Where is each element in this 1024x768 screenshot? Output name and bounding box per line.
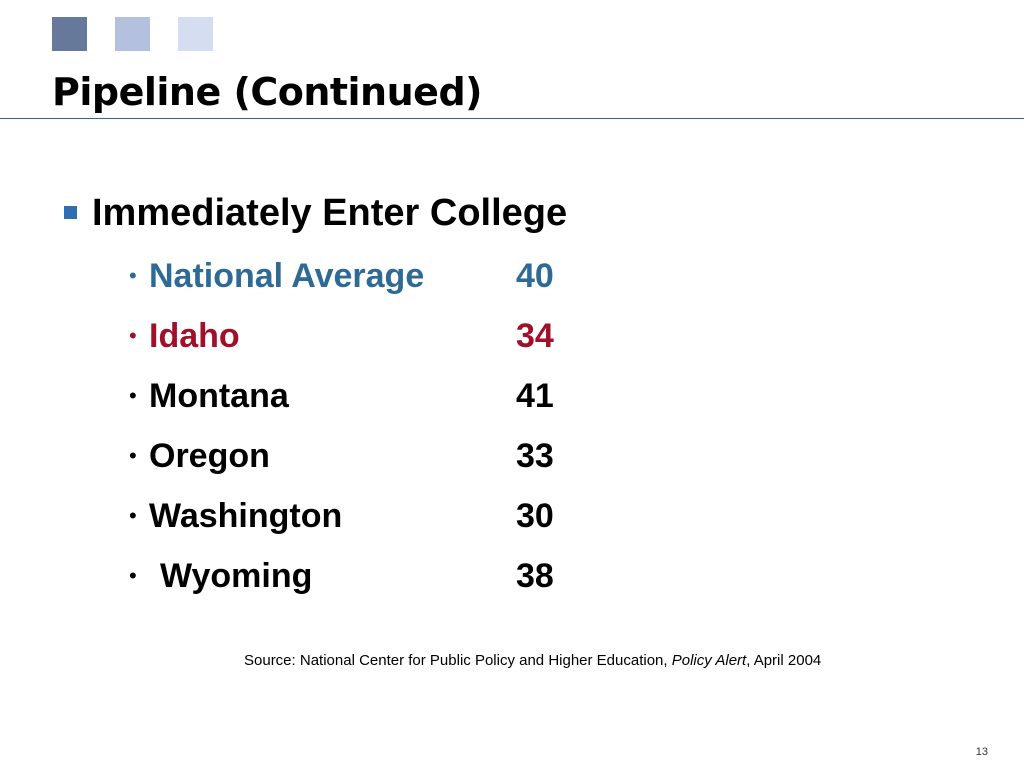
state-value: 33 [516, 437, 554, 475]
source-citation: Source: National Center for Public Polic… [244, 651, 821, 671]
title-divider [0, 118, 1024, 119]
list-item-national-average: • National Average 40 [129, 256, 589, 296]
list-item-idaho: • Idaho 34 [129, 316, 589, 356]
state-value: 34 [516, 317, 554, 355]
list-item-montana: • Montana 41 [129, 376, 589, 416]
list-item-wyoming: • Wyoming 38 [129, 556, 589, 596]
state-label: Wyoming [160, 557, 313, 595]
bullet-dot-icon: • [129, 563, 137, 588]
state-value: 41 [516, 377, 554, 415]
state-label: Washington [149, 497, 343, 535]
state-label: Montana [149, 377, 289, 415]
decorative-square-dark [52, 17, 87, 51]
state-label: Idaho [149, 317, 240, 355]
bullet-dot-icon: • [129, 263, 137, 288]
state-label: National Average [149, 257, 425, 295]
bullet-dot-icon: • [129, 323, 137, 348]
source-publication: Policy Alert [671, 652, 747, 669]
state-value: 40 [516, 257, 554, 295]
bullet-dot-icon: • [129, 383, 137, 408]
source-prefix: Source: National Center for Public Polic… [244, 652, 672, 669]
page-number: 13 [975, 746, 988, 758]
source-suffix: , April 2004 [746, 652, 822, 669]
state-label: Oregon [149, 437, 270, 475]
slide-title: Pipeline (Continued) [52, 70, 483, 114]
square-bullet-icon [64, 206, 77, 219]
bullet-dot-icon: • [129, 503, 137, 528]
decorative-square-medium [115, 17, 150, 51]
decorative-square-light [178, 17, 213, 51]
state-value: 30 [516, 497, 554, 535]
list-item-washington: • Washington 30 [129, 496, 589, 536]
state-value: 38 [516, 557, 554, 595]
bullet-dot-icon: • [129, 443, 137, 468]
list-item-oregon: • Oregon 33 [129, 436, 589, 476]
main-bullet-heading: Immediately Enter College [92, 192, 568, 234]
